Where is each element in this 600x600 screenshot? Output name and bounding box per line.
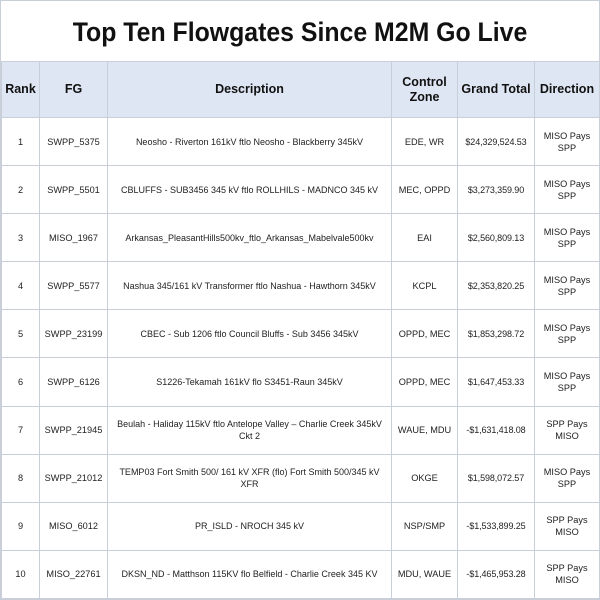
cell-fg: SWPP_23199 [39,309,108,359]
table-row: 4 SWPP_5577 Nashua 345/161 kV Transformer … [1,261,600,311]
cell-rank: 10 [1,549,40,600]
cell-fg: SWPP_5501 [39,165,108,215]
table-row: 1 SWPP_5375 Neosho - Riverton 161kV ftlo N… [1,116,600,167]
page-title: Top Ten Flowgates Since M2M Go Live [72,16,528,47]
cell-control-zone: EAI [391,213,458,263]
cell-grand-total: -$1,533,899.25 [457,501,535,551]
cell-fg: MISO_22761 [39,549,108,600]
header-description: Description [107,61,392,118]
table-body: 1 SWPP_5375 Neosho - Riverton 161kV ftlo N… [1,116,600,600]
cell-description: Beulah - Haliday 115kV ftlo Antelope Val… [107,405,392,455]
cell-direction: MISO Pays SPP [534,357,600,407]
cell-direction: MISO Pays SPP [534,261,600,311]
cell-grand-total: $2,560,809.13 [457,213,535,263]
cell-description: Neosho - Riverton 161kV ftlo Neosho - Bl… [107,116,392,167]
cell-fg: SWPP_21012 [39,453,108,503]
table-row: 3 MISO_1967 Arkansas_PleasantHills500kv_ft… [1,213,600,263]
cell-description: CBEC - Sub 1206 ftlo Council Bluffs - Su… [107,309,392,359]
cell-direction: MISO Pays SPP [534,116,600,167]
flowgates-table: Rank FG Description Control Zone Grand T… [1,61,600,600]
header-fg: FG [39,61,108,118]
cell-direction: MISO Pays SPP [534,213,600,263]
cell-fg: SWPP_5375 [39,116,108,167]
cell-control-zone: KCPL [391,261,458,311]
cell-rank: 1 [1,116,40,167]
cell-control-zone: OPPD, MEC [391,357,458,407]
cell-control-zone: MEC, OPPD [391,165,458,215]
cell-rank: 8 [1,453,40,503]
cell-grand-total: -$1,631,418.08 [457,405,535,455]
table-row: 8 SWPP_21012 TEMP03 Fort Smith 500/ 161 kV… [1,453,600,503]
cell-description: CBLUFFS - SUB3456 345 kV ftlo ROLLHILS -… [107,165,392,215]
cell-grand-total: $1,853,298.72 [457,309,535,359]
cell-direction: MISO Pays SPP [534,165,600,215]
table-header-row: Rank FG Description Control Zone Grand T… [1,61,600,118]
cell-description: Nashua 345/161 kV Transformer ftlo Nashu… [107,261,392,311]
table-row: 6 SWPP_6126 S1226-Tekamah 161kV flo S3451-… [1,357,600,407]
cell-fg: SWPP_21945 [39,405,108,455]
cell-rank: 2 [1,165,40,215]
cell-description: S1226-Tekamah 161kV flo S3451-Raun 345kV [107,357,392,407]
table-row: 10 MISO_22761 DKSN_ND - Matthson 115KV flo… [1,549,600,600]
cell-description: DKSN_ND - Matthson 115KV flo Belfield - … [107,549,392,600]
cell-grand-total: $1,598,072.57 [457,453,535,503]
cell-direction: MISO Pays SPP [534,309,600,359]
table-row: 9 MISO_6012 PR_ISLD - NROCH 345 kV NSP/SMP -… [1,501,600,551]
cell-description: TEMP03 Fort Smith 500/ 161 kV XFR (flo) … [107,453,392,503]
cell-control-zone: OPPD, MEC [391,309,458,359]
header-rank: Rank [1,61,40,118]
cell-rank: 5 [1,309,40,359]
cell-grand-total: $1,647,453.33 [457,357,535,407]
cell-direction: SPP Pays MISO [534,405,600,455]
cell-grand-total: $2,353,820.25 [457,261,535,311]
cell-direction: MISO Pays SPP [534,453,600,503]
cell-description: PR_ISLD - NROCH 345 kV [107,501,392,551]
cell-rank: 6 [1,357,40,407]
cell-rank: 9 [1,501,40,551]
header-direction: Direction [534,61,600,118]
cell-rank: 4 [1,261,40,311]
cell-fg: MISO_1967 [39,213,108,263]
cell-rank: 7 [1,405,40,455]
cell-direction: SPP Pays MISO [534,549,600,600]
cell-control-zone: MDU, WAUE [391,549,458,600]
cell-control-zone: OKGE [391,453,458,503]
cell-grand-total: $24,329,524.53 [457,116,535,167]
cell-control-zone: EDE, WR [391,116,458,167]
table-row: 2 SWPP_5501 CBLUFFS - SUB3456 345 kV ftlo … [1,165,600,215]
header-control-zone: Control Zone [391,61,458,118]
cell-control-zone: WAUE, MDU [391,405,458,455]
cell-fg: SWPP_5577 [39,261,108,311]
table-row: 5 SWPP_23199 CBEC - Sub 1206 ftlo Council … [1,309,600,359]
cell-rank: 3 [1,213,40,263]
cell-direction: SPP Pays MISO [534,501,600,551]
cell-control-zone: NSP/SMP [391,501,458,551]
cell-grand-total: $3,273,359.90 [457,165,535,215]
header-grand-total: Grand Total [457,61,535,118]
table-row: 7 SWPP_21945 Beulah - Haliday 115kV ftlo A… [1,405,600,455]
cell-description: Arkansas_PleasantHills500kv_ftlo_Arkansa… [107,213,392,263]
cell-grand-total: -$1,465,953.28 [457,549,535,600]
cell-fg: MISO_6012 [39,501,108,551]
cell-fg: SWPP_6126 [39,357,108,407]
